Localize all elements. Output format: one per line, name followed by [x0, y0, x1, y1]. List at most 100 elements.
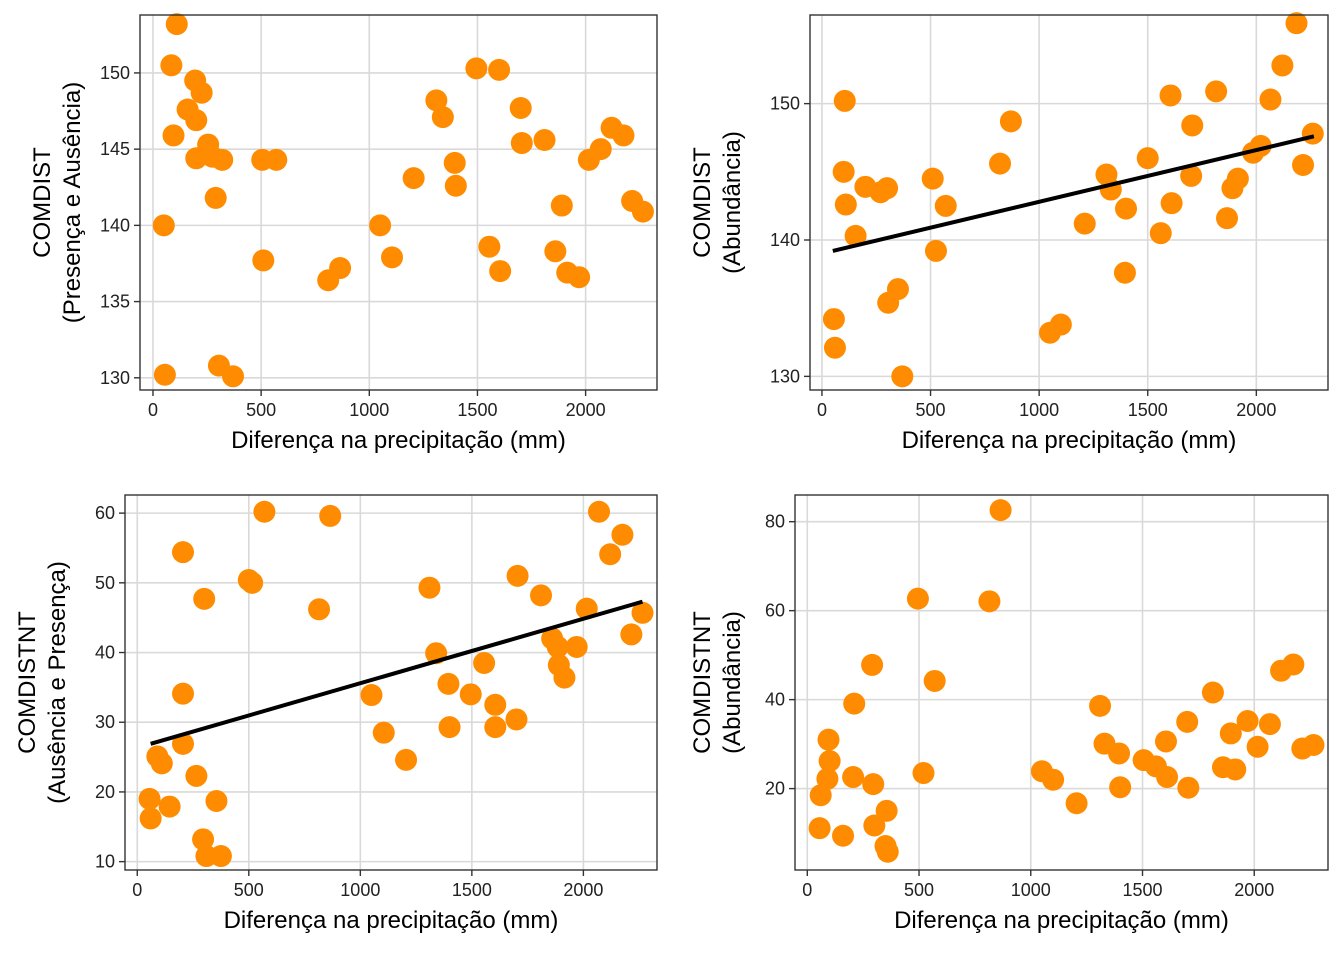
data-point [425, 89, 448, 112]
data-point [185, 147, 208, 170]
data-point [165, 13, 188, 36]
data-point [418, 576, 441, 599]
data-point [488, 58, 511, 81]
data-point [1259, 88, 1282, 111]
data-point [1236, 709, 1259, 732]
data-point [1049, 313, 1072, 336]
data-point [158, 795, 181, 818]
data-point [171, 541, 194, 564]
plot-background [810, 15, 1328, 390]
data-point [823, 336, 846, 359]
data-point [443, 151, 466, 174]
y-axis-title: COMDISTNT [689, 611, 716, 754]
data-point [923, 669, 946, 692]
x-tick-label: 0 [148, 400, 158, 420]
data-point [209, 845, 232, 868]
data-point [565, 635, 588, 658]
data-point [833, 89, 856, 112]
data-point [438, 716, 461, 739]
y-tick-label: 20 [765, 779, 785, 799]
data-point [612, 124, 635, 147]
data-point [185, 109, 208, 132]
data-point [372, 721, 395, 744]
x-tick-label: 0 [817, 400, 827, 420]
y-tick-label: 40 [765, 690, 785, 710]
data-point [921, 167, 944, 190]
data-point [832, 824, 855, 847]
data-point [153, 363, 176, 386]
plot-background [795, 495, 1328, 870]
data-point [1180, 164, 1203, 187]
plot-frame [809, 14, 1329, 391]
data-point [1176, 710, 1199, 733]
trend-line [832, 134, 1315, 253]
data-point [924, 239, 947, 262]
data-point [190, 81, 213, 104]
data-point [620, 623, 643, 646]
data-point [489, 260, 512, 283]
data-point [139, 807, 162, 830]
data-point [818, 750, 841, 773]
data-point [875, 799, 898, 822]
data-point [861, 653, 884, 676]
y-axis-title: COMDIST [29, 147, 56, 258]
data-point [319, 504, 342, 527]
y-tick-label: 150 [770, 94, 800, 114]
data-point [1201, 681, 1224, 704]
x-tick-label: 1000 [1019, 400, 1059, 420]
x-tick-label: 2000 [566, 400, 606, 420]
data-point [891, 365, 914, 388]
x-axis-title: Diferença na precipitação (mm) [902, 427, 1237, 454]
data-point [1160, 192, 1183, 215]
data-point [1226, 167, 1249, 190]
data-point [1159, 84, 1182, 107]
data-point [978, 590, 1001, 613]
y-axis-title: COMDISTNT [14, 611, 41, 754]
data-point [1042, 768, 1065, 791]
data-point [150, 752, 173, 775]
plot-frame [794, 494, 1329, 871]
data-point [1205, 80, 1228, 103]
data-point [473, 651, 496, 674]
data-point [886, 278, 909, 301]
y-axis-subtitle: (Ausência e Presença) [44, 561, 71, 804]
data-point [631, 601, 654, 624]
data-point [863, 814, 886, 837]
data-point [1089, 694, 1112, 717]
data-point [252, 249, 275, 272]
data-point [1065, 792, 1088, 815]
data-point [510, 132, 533, 155]
y-axis-subtitle: (Abundância) [719, 131, 746, 274]
data-point [211, 148, 234, 171]
data-point [817, 728, 840, 751]
data-point [588, 500, 611, 523]
data-point [1219, 722, 1242, 745]
data-point [834, 193, 857, 216]
data-point [171, 682, 194, 705]
data-point [509, 96, 532, 119]
data-point [171, 732, 194, 755]
data-point [808, 817, 831, 840]
plot-frame [124, 494, 658, 871]
x-tick-label: 2000 [563, 880, 603, 900]
data-point [241, 571, 264, 594]
data-point [989, 499, 1012, 522]
data-point [222, 365, 245, 388]
y-tick-label: 60 [95, 503, 115, 523]
data-point [1113, 261, 1136, 284]
data-point [360, 684, 383, 707]
panel-comdistnt-absence-presence: 0 500 1000 1500 2000 10 20 30 40 50 60 Diferença na… [14, 494, 658, 934]
data-point [530, 584, 553, 607]
data-point [1073, 212, 1096, 235]
data-point [822, 308, 845, 331]
data-point [1109, 776, 1132, 799]
data-point [1224, 758, 1247, 781]
x-tick-label: 1500 [457, 400, 497, 420]
x-tick-label: 500 [916, 400, 946, 420]
plot-frame [139, 14, 658, 391]
data-point [934, 194, 957, 217]
y-tick-label: 135 [100, 292, 130, 312]
x-axis-title: Diferença na precipitação (mm) [231, 427, 566, 454]
plot-background [125, 495, 657, 870]
data-point [308, 598, 331, 621]
